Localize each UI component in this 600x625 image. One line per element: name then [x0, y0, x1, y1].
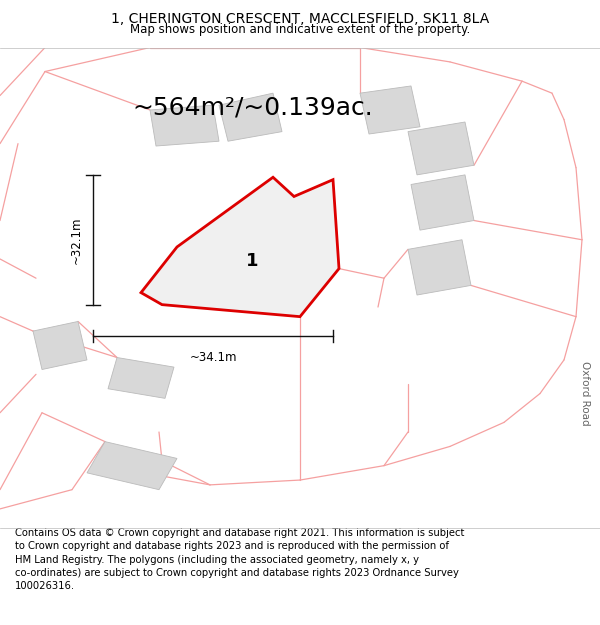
Polygon shape — [87, 442, 177, 489]
Polygon shape — [108, 357, 174, 398]
Text: 1, CHERINGTON CRESCENT, MACCLESFIELD, SK11 8LA: 1, CHERINGTON CRESCENT, MACCLESFIELD, SK… — [111, 12, 489, 26]
Polygon shape — [141, 177, 339, 317]
Text: ~34.1m: ~34.1m — [189, 351, 237, 364]
Text: ~32.1m: ~32.1m — [70, 216, 83, 264]
Polygon shape — [33, 321, 87, 369]
Text: Oxford Road: Oxford Road — [580, 361, 590, 426]
Polygon shape — [408, 122, 474, 175]
Polygon shape — [408, 240, 471, 295]
Text: Contains OS data © Crown copyright and database right 2021. This information is : Contains OS data © Crown copyright and d… — [15, 528, 464, 591]
Polygon shape — [411, 175, 474, 230]
Polygon shape — [360, 86, 420, 134]
Text: ~564m²/~0.139ac.: ~564m²/~0.139ac. — [132, 96, 373, 119]
Text: 1: 1 — [246, 253, 258, 271]
Polygon shape — [150, 105, 219, 146]
Text: Map shows position and indicative extent of the property.: Map shows position and indicative extent… — [130, 22, 470, 36]
Polygon shape — [219, 93, 282, 141]
